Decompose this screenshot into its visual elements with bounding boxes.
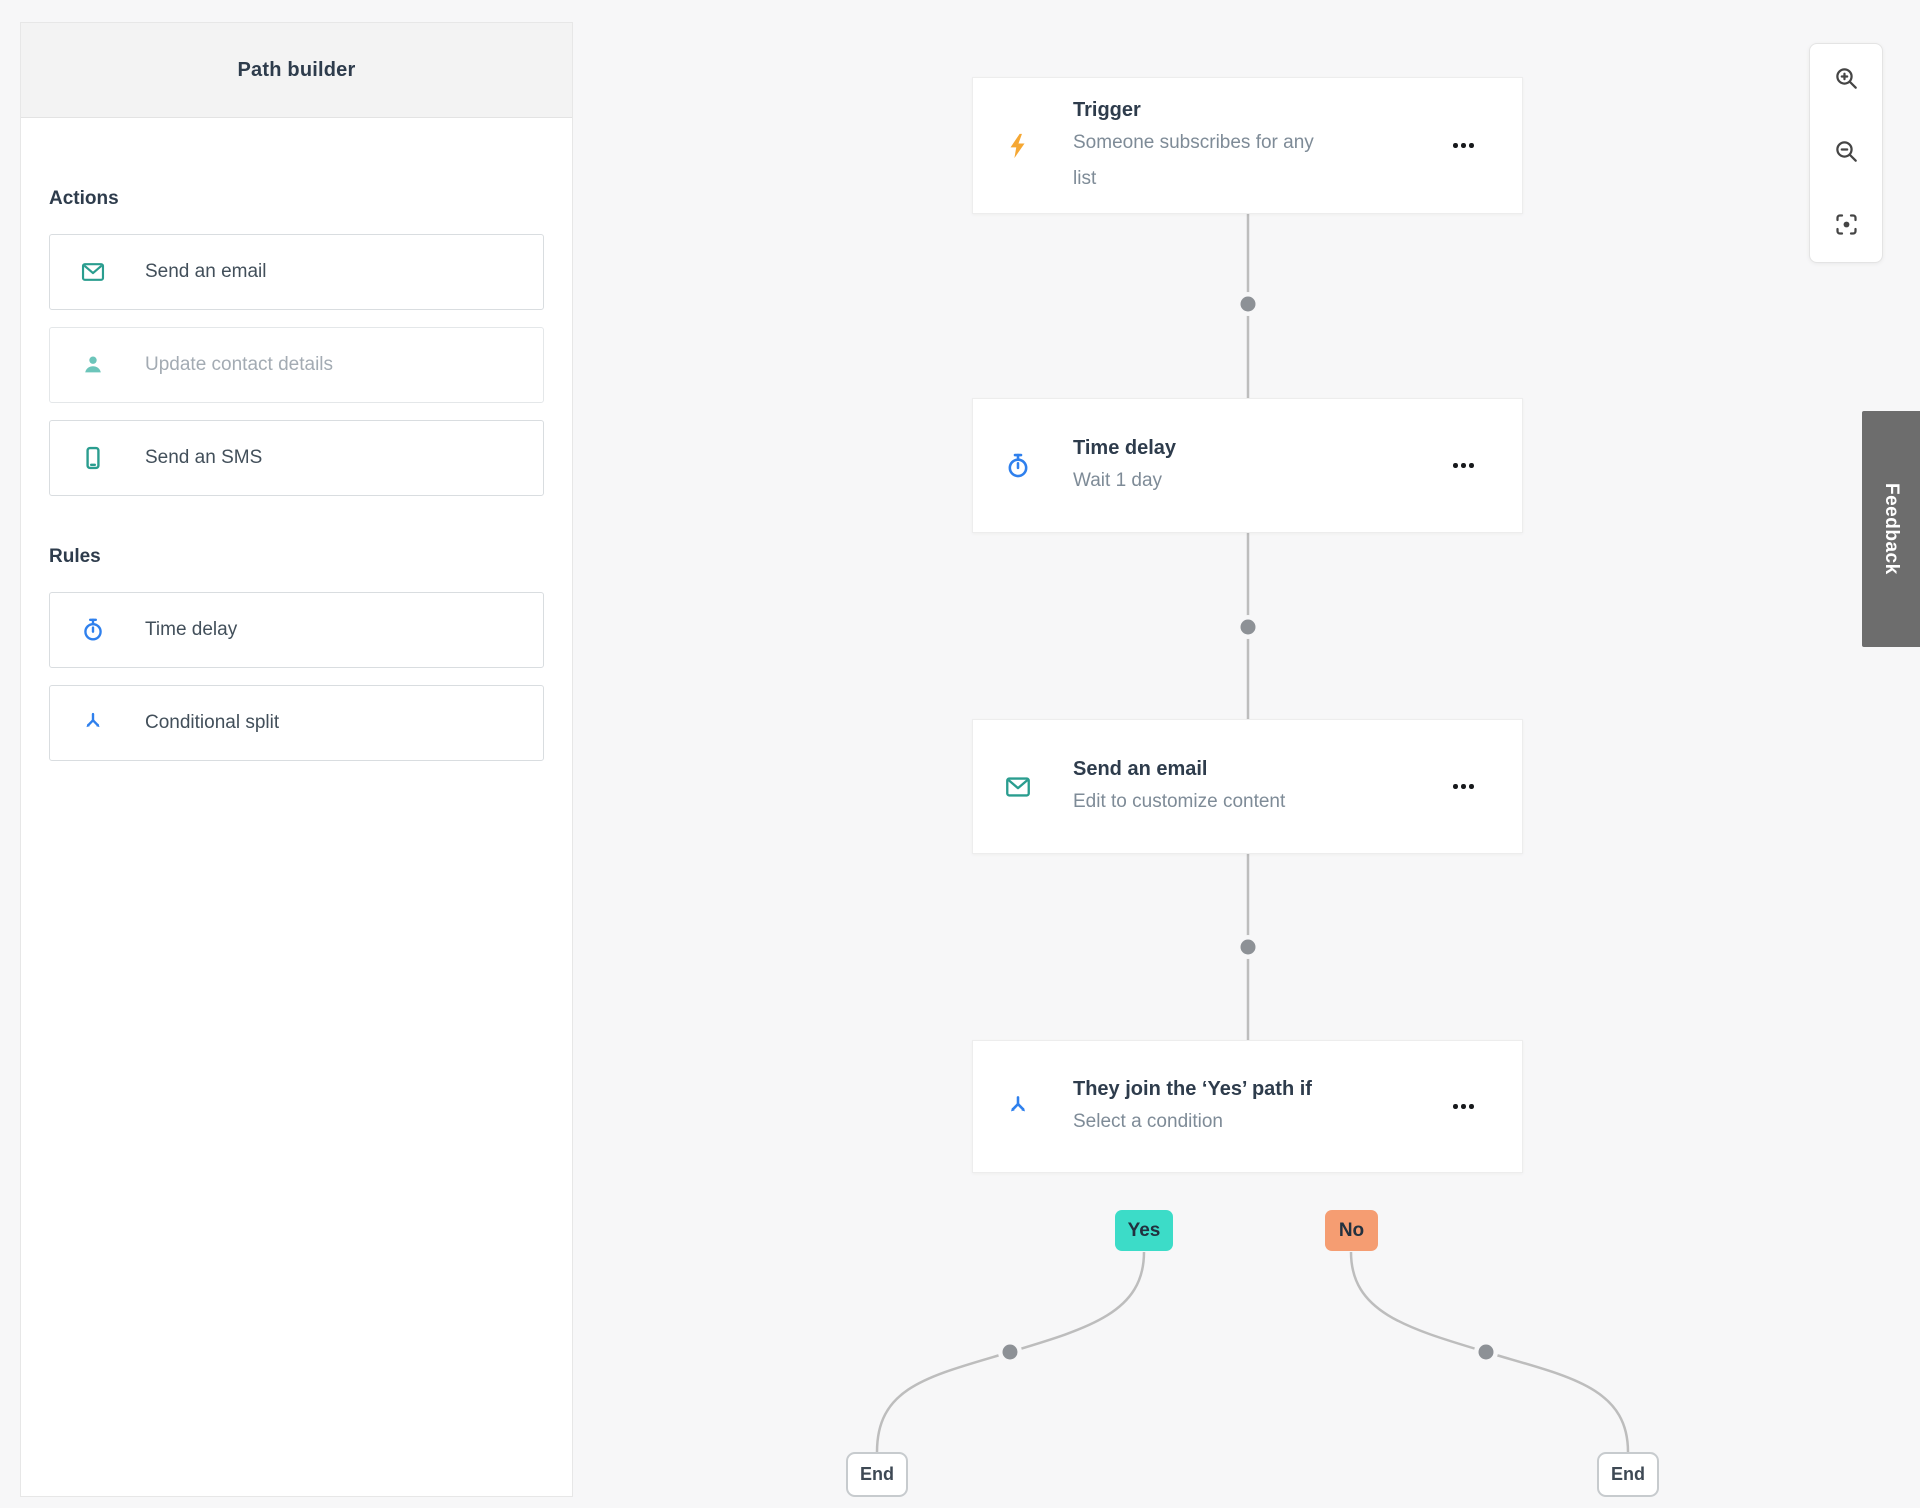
panel-title: Path builder	[237, 58, 356, 81]
node-send-email[interactable]: Send an email Edit to customize content	[972, 719, 1523, 854]
split-icon	[80, 710, 106, 736]
center-canvas-button[interactable]	[1810, 189, 1882, 262]
palette-time-delay-button[interactable]: Time delay	[49, 592, 544, 668]
palette-label: Send an email	[145, 261, 267, 282]
palette-label: Time delay	[145, 619, 238, 640]
node-title: Trigger	[1073, 98, 1141, 121]
node-title: Time delay	[1073, 436, 1177, 459]
palette-label: Update contact details	[145, 354, 334, 375]
zoom-out-icon	[1833, 138, 1860, 168]
more-options-icon[interactable]	[1449, 135, 1478, 156]
canvas-zoom-toolbar	[1809, 43, 1883, 263]
split-icon	[1004, 1093, 1032, 1121]
node-subtitle: Select a condition	[1073, 1110, 1223, 1132]
node-conditional-split[interactable]: They join the ‘Yes’ path if Select a con…	[972, 1040, 1523, 1173]
center-focus-icon	[1833, 211, 1860, 241]
feedback-tab[interactable]: Feedback	[1862, 411, 1920, 647]
panel-body: Actions Send an email Update	[21, 188, 572, 761]
more-options-icon[interactable]	[1449, 455, 1478, 476]
node-text: They join the ‘Yes’ path if Select a con…	[1073, 1074, 1449, 1140]
more-options-icon[interactable]	[1449, 1096, 1478, 1117]
section-heading-actions: Actions	[49, 188, 119, 209]
palette-conditional-split-button[interactable]: Conditional split	[49, 685, 544, 761]
node-trigger[interactable]: Trigger Someone subscribes for any list	[972, 77, 1523, 214]
palette-update-contact-button: Update contact details	[49, 327, 544, 403]
node-subtitle: Edit to customize content	[1073, 790, 1286, 812]
palette-send-sms-button[interactable]: Send an SMS	[49, 420, 544, 496]
palette-send-email-button[interactable]: Send an email	[49, 234, 544, 310]
section-heading-rules: Rules	[49, 546, 101, 567]
node-subtitle: Wait 1 day	[1073, 469, 1163, 491]
email-icon	[1004, 773, 1032, 801]
end-node-no: End	[1597, 1452, 1659, 1497]
palette-label: Send an SMS	[145, 447, 263, 468]
path-builder-panel: Path builder Actions Send an email	[20, 22, 573, 1497]
panel-header: Path builder	[21, 23, 572, 118]
person-icon	[80, 352, 106, 378]
node-text: Send an email Edit to customize content	[1073, 754, 1449, 820]
yes-path-badge: Yes	[1115, 1210, 1173, 1251]
node-time-delay[interactable]: Time delay Wait 1 day	[972, 398, 1523, 533]
zoom-out-button[interactable]	[1810, 117, 1882, 190]
smartphone-icon	[80, 445, 106, 471]
lightning-icon	[1004, 132, 1032, 160]
stopwatch-icon	[1004, 452, 1032, 480]
node-title: Send an email	[1073, 757, 1208, 780]
palette-label: Conditional split	[145, 712, 280, 733]
more-options-icon[interactable]	[1449, 776, 1478, 797]
end-node-yes: End	[846, 1452, 908, 1497]
node-title: They join the ‘Yes’ path if	[1073, 1077, 1312, 1100]
zoom-in-button[interactable]	[1810, 44, 1882, 117]
node-subtitle: Someone subscribes for any list	[1073, 131, 1314, 189]
email-icon	[80, 259, 106, 285]
node-text: Trigger Someone subscribes for any list	[1073, 95, 1449, 197]
zoom-in-icon	[1833, 65, 1860, 95]
no-path-badge: No	[1325, 1210, 1378, 1251]
node-text: Time delay Wait 1 day	[1073, 433, 1449, 499]
stopwatch-icon	[80, 617, 106, 643]
